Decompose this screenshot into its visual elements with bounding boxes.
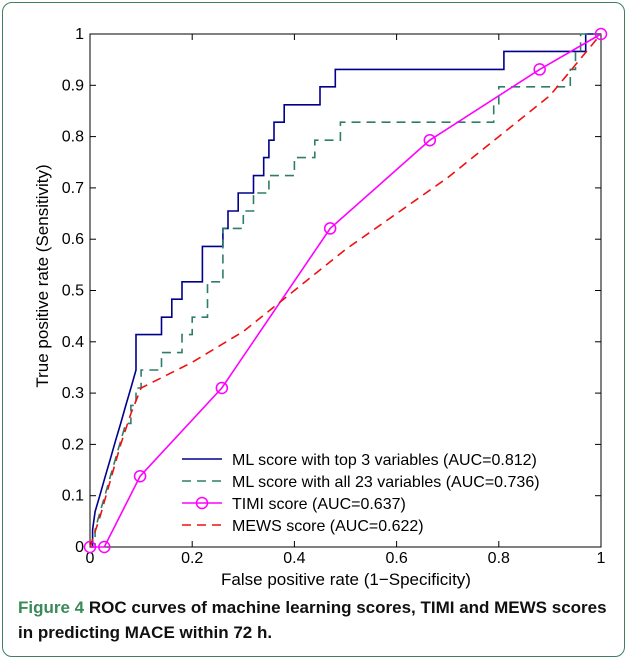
y-tick-label: 0.6 <box>62 231 84 248</box>
roc-chart: 0 0.2 0.4 0.6 0.8 1 0 0.1 0.2 0.3 0.4 0.5 0.6 0.7 0.8 0… <box>33 26 608 589</box>
series-point-3 <box>215 381 229 395</box>
y-axis-label: True positive rate (Sensitivity) <box>33 164 52 387</box>
x-tick-label: 1 <box>597 550 606 567</box>
x-tick-label: 0.8 <box>488 550 510 567</box>
caption-text: ROC curves of machine learning scores, T… <box>18 598 607 642</box>
series-line-1 <box>90 33 601 548</box>
axes-box <box>89 33 602 548</box>
x-axis-label: False positive rate (1−Specificity) <box>221 570 471 589</box>
legend-label-4: MEWS score (AUC=0.622) <box>232 518 424 535</box>
series-point-3 <box>98 540 111 554</box>
figure-caption: Figure 4 ROC curves of machine learning … <box>18 595 613 645</box>
series-point-3 <box>594 27 608 41</box>
y-tick-label: 0.9 <box>62 77 84 94</box>
y-tick-label: 0.8 <box>62 129 84 146</box>
series-point-3 <box>533 63 546 76</box>
y-tick-label: 0 <box>75 539 84 556</box>
series-point-3 <box>423 133 437 147</box>
legend-label-3: TIMI score (AUC=0.637) <box>232 496 406 513</box>
y-tick-label: 0.5 <box>62 283 84 300</box>
x-tick-label: 0.2 <box>181 550 203 567</box>
y-tick-label: 0.4 <box>62 334 84 351</box>
series-line-4 <box>89 33 602 548</box>
y-tick-label: 0.7 <box>62 180 84 197</box>
series-line-3 <box>90 33 602 548</box>
x-tick-label: 0.4 <box>283 550 305 567</box>
y-tick-label: 0.3 <box>62 385 84 402</box>
plot-area: 0 0.2 0.4 0.6 0.8 1 0 0.1 0.2 0.3 0.4 0.5 0.6 0.7 0.8 0… <box>62 26 608 567</box>
y-tick-label: 0.1 <box>62 488 84 505</box>
legend-marker-3 <box>195 496 209 510</box>
y-tick-label: 1 <box>75 26 84 43</box>
legend-label-2: ML score with all 23 variables (AUC=0.73… <box>232 474 540 491</box>
series-point-3 <box>133 469 147 483</box>
series-line-2 <box>90 33 601 548</box>
y-tick-label: 0.2 <box>62 436 84 453</box>
series-point-3 <box>83 540 97 554</box>
figure-label: Figure 4 <box>18 598 85 617</box>
series-point-3 <box>323 222 337 235</box>
x-tick-label: 0.6 <box>385 550 407 567</box>
x-tick-label: 0 <box>86 550 95 567</box>
legend-label-1: ML score with top 3 variables (AUC=0.812… <box>232 452 537 469</box>
